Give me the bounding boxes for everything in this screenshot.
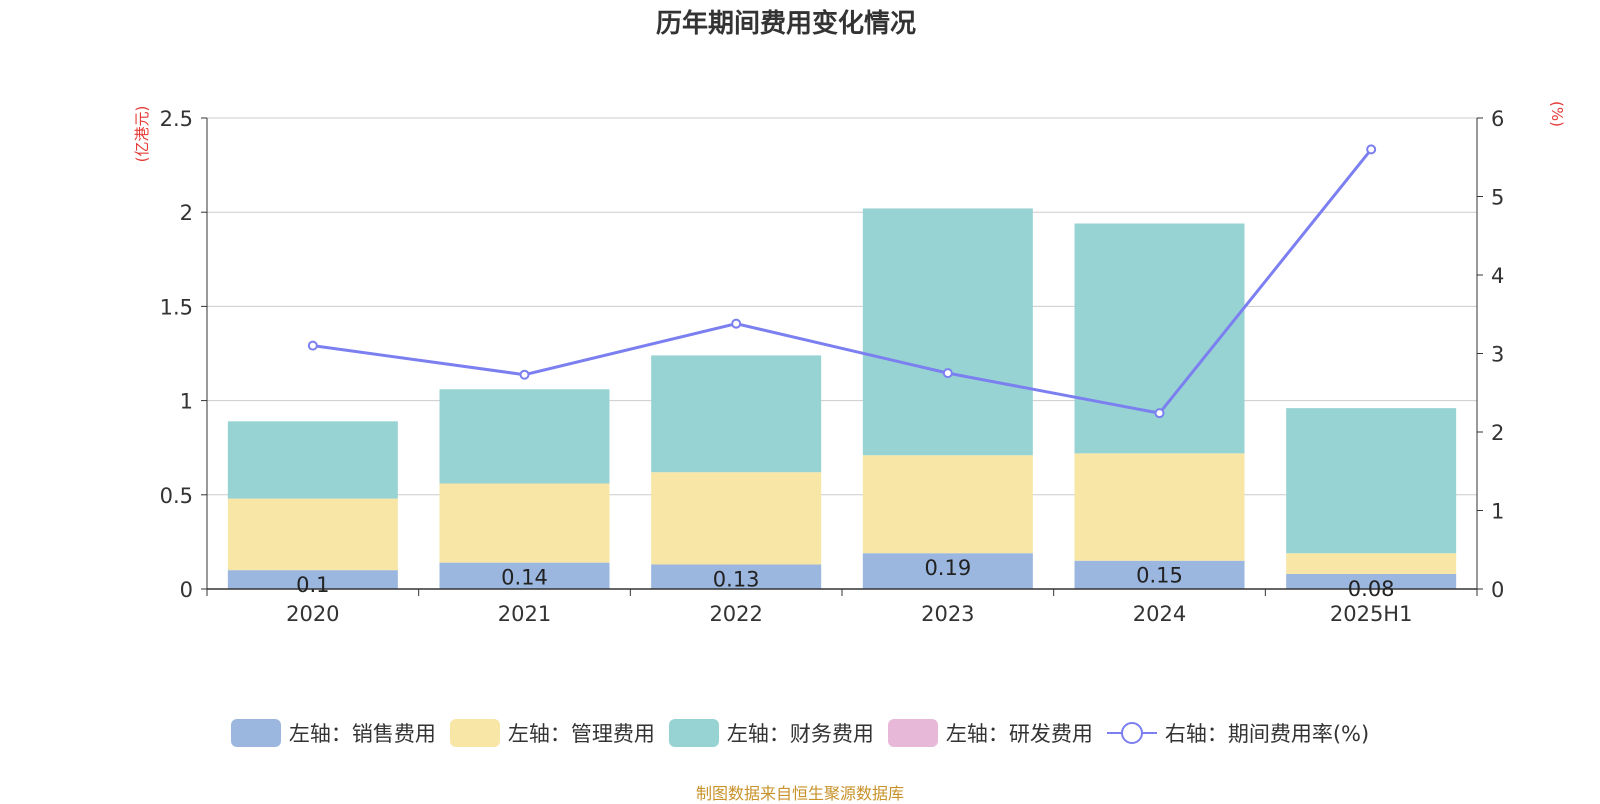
data-label: 0.19 [924, 556, 971, 580]
rate-line-path [312, 148, 1373, 415]
legend-item-rnd[interactable]: 左轴：研发费用 [887, 718, 1093, 748]
right-tick-label: 3 [1491, 343, 1504, 367]
bar-segment [439, 483, 610, 563]
legend-label-finance: 左轴：财务费用 [726, 722, 874, 746]
right-tick-label: 6 [1491, 107, 1504, 131]
rate-point [1366, 144, 1377, 155]
bar-segment [1286, 553, 1457, 574]
rate-point [1154, 408, 1165, 419]
left-tick-label: 2 [180, 201, 193, 225]
x-tick-label: 2020 [286, 602, 339, 626]
legend-swatch-rnd [887, 719, 938, 747]
axes: 0 0.5 1 1.5 2 2.5 0 1 2 3 4 5 6 2020 2021 2022 2023 2024 2… [160, 107, 1505, 626]
data-label: 0.13 [713, 568, 760, 592]
left-tick-label: 1.5 [160, 295, 193, 319]
bar-segment [1074, 560, 1245, 589]
bar-segment [227, 498, 398, 571]
right-tick-label: 0 [1491, 578, 1504, 602]
data-label: 0.1 [296, 573, 329, 597]
right-tick-label: 1 [1491, 500, 1504, 524]
bar-segment [439, 562, 610, 589]
rate-point [519, 369, 530, 380]
bar-segment [862, 208, 1033, 456]
right-tick-label: 2 [1491, 421, 1504, 445]
legend-item-finance[interactable]: 左轴：财务费用 [668, 718, 874, 748]
bar-segment [1286, 408, 1457, 554]
right-axis-unit: (%) [1548, 101, 1566, 127]
left-tick-label: 0.5 [160, 484, 193, 508]
bar-segment [862, 455, 1033, 554]
legend-label-rnd: 左轴：研发费用 [945, 722, 1093, 746]
left-tick-label: 2.5 [160, 107, 193, 131]
x-tick-label: 2024 [1133, 602, 1186, 626]
bar-segment [439, 389, 610, 484]
left-tick-label: 0 [180, 578, 193, 602]
grid-lines [207, 117, 1477, 496]
bar-segment [651, 564, 822, 589]
bar-segment [651, 355, 822, 473]
bar-segment [227, 421, 398, 499]
x-tick-label: 2022 [709, 602, 762, 626]
rate-point [307, 340, 318, 351]
bar-segment [1286, 573, 1457, 589]
bar-segment [651, 472, 822, 565]
legend-label-admin: 左轴：管理费用 [507, 722, 655, 746]
data-label: 0.14 [501, 566, 548, 590]
right-tick-label: 5 [1491, 186, 1504, 210]
data-label: 0.15 [1136, 564, 1183, 588]
legend-label-rate: 右轴：期间费用率(%) [1164, 722, 1370, 746]
legend-swatch-finance [668, 719, 719, 747]
x-tick-label: 2021 [498, 602, 551, 626]
legend-item-sales[interactable]: 左轴：销售费用 [230, 718, 436, 748]
legend-label-sales: 左轴：销售费用 [288, 722, 436, 746]
bar-segment [1074, 453, 1245, 561]
data-label: 0.08 [1348, 577, 1395, 601]
rate-point [731, 318, 742, 329]
legend-swatch-rate [1106, 722, 1157, 744]
legend-swatch-admin [449, 719, 500, 747]
x-tick-label: 2025H1 [1330, 602, 1413, 626]
x-tick-label: 2023 [921, 602, 974, 626]
bar-segment [227, 570, 398, 589]
data-labels: 0.1 0.14 0.13 0.19 0.15 0.08 [296, 556, 1394, 601]
legend-item-admin[interactable]: 左轴：管理费用 [449, 718, 655, 748]
rate-line [307, 144, 1377, 419]
chart-title: 历年期间费用变化情况 [656, 8, 916, 39]
source-note: 制图数据来自恒生聚源数据库 [695, 784, 904, 803]
left-axis-unit: (亿港元) [133, 106, 151, 163]
bars [227, 208, 1457, 589]
legend: 左轴：销售费用 左轴：管理费用 左轴：财务费用 左轴：研发费用 右轴：期间费用率… [0, 718, 1600, 748]
rate-point [942, 368, 953, 379]
legend-item-rate[interactable]: 右轴：期间费用率(%) [1106, 718, 1370, 748]
left-tick-label: 1 [180, 390, 193, 414]
bar-segment [862, 553, 1033, 589]
legend-swatch-sales [230, 719, 281, 747]
right-tick-label: 4 [1491, 264, 1504, 288]
